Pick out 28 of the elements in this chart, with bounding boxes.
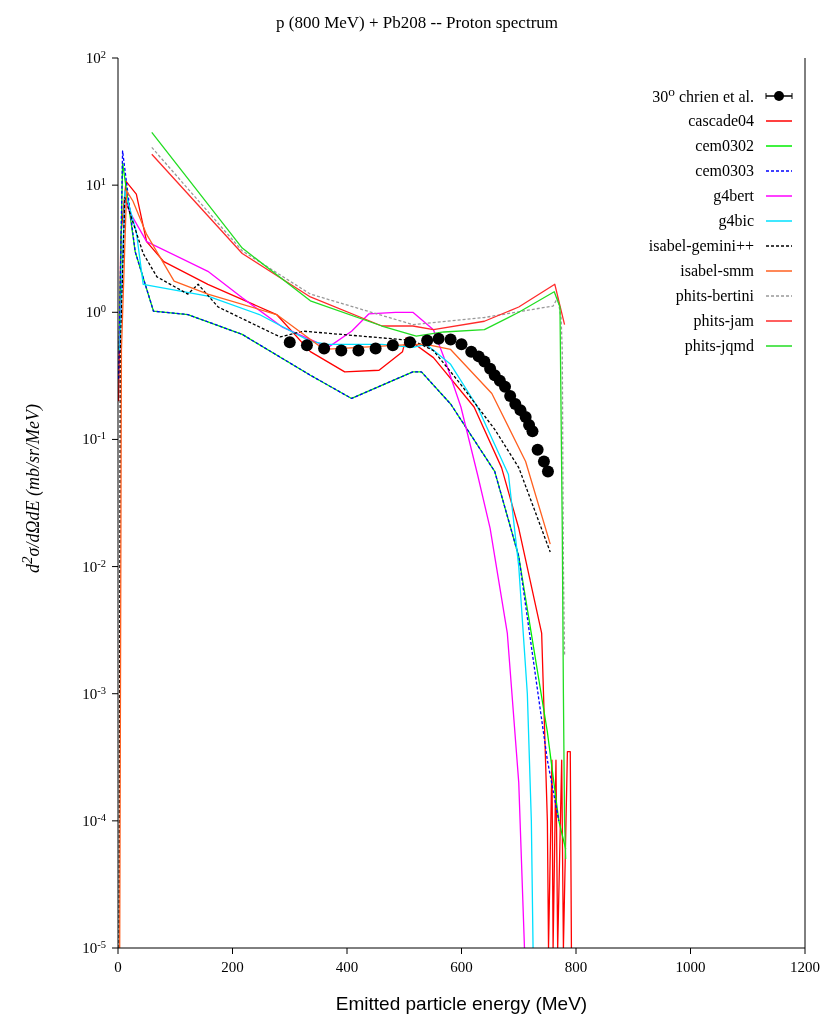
x-tick-label: 400: [335, 959, 359, 975]
legend-label: g4bic: [718, 211, 754, 230]
x-tick-label: 1200: [790, 959, 820, 975]
y-tick-label: 10$^{-5}$: [82, 938, 106, 956]
y-tick-label: 10$^{-2}$: [82, 557, 106, 575]
y-tick-label: 10$^{-4}$: [82, 811, 107, 829]
legend-label: phits-bertini: [675, 286, 754, 305]
y-tick-label: 10$^{-3}$: [82, 684, 106, 702]
legend-label: phits-jam: [693, 311, 754, 330]
y-tick-label: 10$^{1}$: [85, 175, 106, 194]
x-axis-title: Emitted particle energy (MeV): [335, 993, 588, 1014]
legend-label: cascade04: [688, 111, 754, 130]
legend-label: isabel-smm: [680, 261, 754, 280]
x-tick-label: 200: [221, 959, 244, 975]
x-tick-label: 0: [114, 959, 122, 975]
legend-label: isabel-gemini++: [648, 236, 754, 255]
legend-label: cem0303: [695, 161, 754, 180]
legend-label: 30$^{o}$ chrien et al.: [652, 84, 754, 107]
legend-label: cem0302: [695, 136, 754, 155]
x-tick-label: 800: [564, 959, 588, 975]
y-tick-label: 10$^{2}$: [85, 48, 106, 66]
y-tick-label: 10$^{-1}$: [82, 429, 106, 448]
chart-title: p (800 MeV) + Pb208 -- Proton spectrum: [275, 12, 559, 34]
x-tick-label: 600: [450, 959, 473, 975]
legend-label: g4bert: [713, 186, 754, 205]
legend-label: phits-jqmd: [684, 336, 754, 355]
y-tick-label: 10$^{0}$: [85, 302, 106, 321]
x-tick-label: 1000: [675, 959, 706, 975]
